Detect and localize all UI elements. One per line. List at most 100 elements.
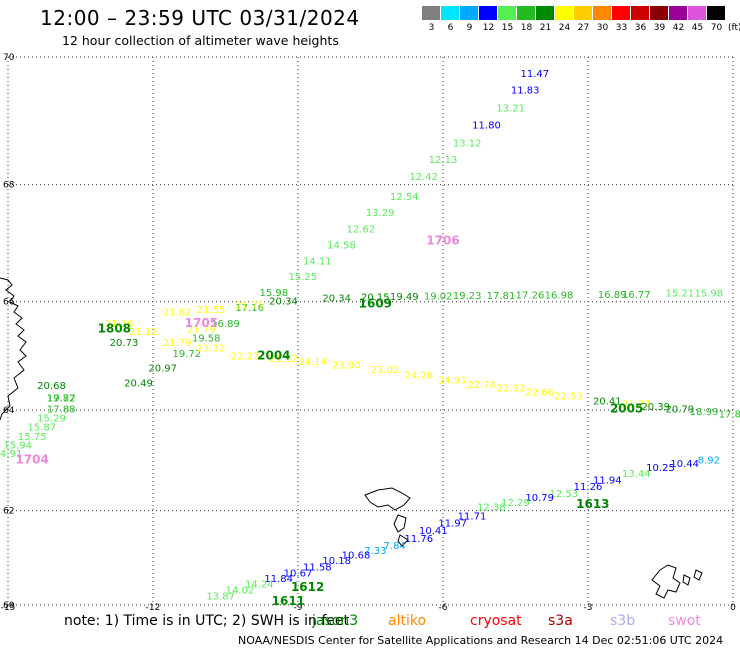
swh-value: 21.52 (269, 354, 298, 365)
swh-value: 13.44 (622, 469, 651, 480)
swh-value: 19.02 (424, 291, 453, 302)
pass-time-label: 1612 (291, 580, 324, 594)
swh-value: 20.68 (37, 381, 66, 392)
swh-value: 14.91 (0, 449, 22, 460)
swh-value: 20.79 (666, 405, 695, 416)
legend-label: 36 (634, 23, 647, 33)
legend-label: 18 (520, 23, 533, 33)
swh-value: 13.29 (366, 208, 395, 219)
satellite-s3b: s3b (610, 613, 636, 629)
swh-value: 20.41 (593, 397, 622, 408)
legend-swatch (555, 6, 574, 20)
legend-label: 39 (653, 23, 666, 33)
swh-value: 12.38 (477, 503, 506, 514)
swh-value: 22.23 (231, 352, 260, 363)
swh-value: 11.97 (438, 519, 467, 530)
legend-label: 27 (577, 23, 590, 33)
satellite-cryosat: cryosat (470, 613, 522, 629)
legend-label: 33 (615, 23, 628, 33)
legend-swatch (422, 6, 441, 20)
pass-time-label: 1611 (272, 594, 305, 608)
swh-value: 11.26 (574, 482, 603, 493)
swh-value: 21.12 (129, 327, 158, 338)
swh-value: 15.21 (666, 289, 695, 300)
swh-value: 22.32 (496, 384, 525, 395)
lon-label: -9 (294, 603, 303, 613)
coastlines (0, 277, 703, 599)
swh-value: 24.91 (438, 376, 467, 387)
swh-value: 10.44 (670, 459, 699, 470)
swh-value: 16.89 (598, 290, 627, 301)
swh-value: 11.71 (458, 511, 487, 522)
swh-value: 12.42 (409, 172, 438, 183)
legend-label: 12 (482, 23, 495, 33)
swh-value: 12.54 (390, 192, 419, 203)
legend-label: 24 (558, 23, 571, 33)
swh-value: 19.58 (192, 334, 221, 345)
swh-value: 11.47 (521, 69, 550, 80)
legend-swatch (593, 6, 612, 20)
swh-value: 16.98 (545, 290, 574, 301)
pass-time-label: 2004 (257, 349, 290, 363)
legend-swatch (574, 6, 593, 20)
swh-value: 17.16 (235, 303, 264, 314)
satellite-s3a: s3a (548, 613, 573, 629)
shetland-islands (651, 564, 703, 599)
lon-label: -12 (146, 603, 161, 613)
pass-time-label: 1613 (576, 497, 609, 511)
swh-value: 17.86 (719, 410, 740, 421)
swh-value: 17.88 (47, 405, 76, 416)
swh-value: 14.11 (303, 257, 332, 268)
swh-value: 15.98 (260, 288, 289, 299)
legend-swatch (479, 6, 498, 20)
faroe-islands (364, 487, 411, 547)
swh-value: 17.81 (487, 291, 516, 302)
swh-value: 23.90 (332, 361, 361, 372)
swh-value: 19.23 (453, 291, 482, 302)
swh-value: 13.87 (206, 592, 235, 603)
pass-time-label: 2005 (610, 402, 643, 416)
swh-value: 23.32 (197, 343, 226, 354)
legend-swatch (688, 6, 707, 20)
legend-label: 30 (596, 23, 609, 33)
legend-label: 15 (501, 23, 514, 33)
swh-value: 14.02 (226, 586, 255, 597)
swh-value: 15.94 (3, 441, 32, 452)
swh-value: 10.67 (284, 568, 313, 579)
lon-label: 0 (730, 603, 736, 613)
swh-value: 21.77 (622, 399, 651, 410)
satellite-swot: swot (668, 613, 701, 629)
swh-value: 17.26 (516, 290, 545, 301)
swh-value: 19.72 (173, 349, 202, 360)
legend-label: 6 (447, 23, 454, 33)
iceland-coast (0, 277, 27, 421)
legend-swatch (498, 6, 517, 20)
lon-label: -3 (584, 603, 593, 613)
swh-value: 11.80 (472, 121, 501, 132)
pass-time-label: 1609 (359, 296, 392, 310)
swh-value: 14.24 (245, 580, 274, 591)
footnote: note: 1) Time is in UTC; 2) SWH is in fe… (64, 613, 350, 629)
legend-unit: (ft) (728, 23, 740, 33)
swh-value: 24.26 (405, 370, 434, 381)
legend-swatch (612, 6, 631, 20)
swh-value: 21.55 (197, 305, 226, 316)
swh-value: 11.84 (264, 574, 293, 585)
lon-label: -6 (439, 603, 448, 613)
swh-value: 22.74 (467, 380, 496, 391)
credit-line: NOAA/NESDIS Center for Satellite Applica… (238, 634, 724, 647)
swh-value: 11.76 (405, 534, 434, 545)
swh-value: 11.58 (303, 562, 332, 573)
legend-swatch (517, 6, 536, 20)
legend-swatch (441, 6, 460, 20)
swh-value: 20.73 (110, 338, 139, 349)
swh-value: 12.62 (347, 225, 376, 236)
legend-swatch (707, 6, 726, 20)
swh-value: 21.71 (235, 300, 264, 311)
lat-label: 66 (3, 298, 15, 308)
swh-value: 12.13 (429, 155, 458, 166)
swh-value: 7.84 (384, 541, 406, 552)
swh-value: 11.83 (511, 85, 540, 96)
